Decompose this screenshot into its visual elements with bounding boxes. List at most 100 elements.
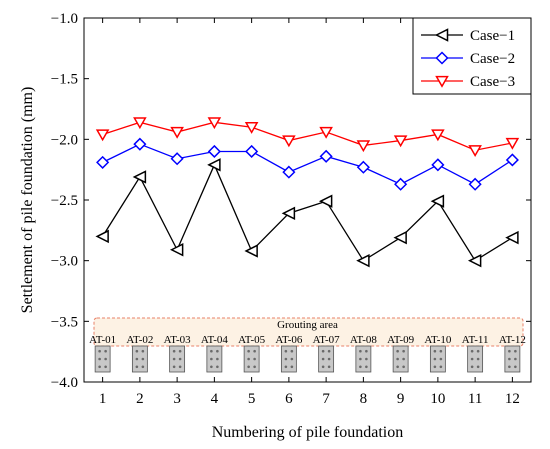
pile-label: AT-04 (201, 334, 229, 346)
x-tick-label: 10 (430, 391, 445, 407)
pile-dot (210, 357, 213, 361)
y-axis-title: Settlement of pile foundation (mm) (19, 87, 36, 314)
pile-dot (396, 365, 399, 369)
data-point (245, 144, 259, 159)
series-2 (96, 137, 519, 191)
pile-dot (365, 357, 368, 361)
pile-dot (514, 349, 517, 353)
data-point (468, 177, 482, 191)
pile-dot (141, 357, 145, 361)
pile-dot (135, 365, 139, 369)
data-point (431, 129, 445, 142)
data-point (319, 149, 333, 163)
pile-dot (470, 357, 474, 361)
pile-dot (439, 357, 443, 361)
pile-dot (439, 365, 443, 369)
pile-icon (243, 345, 260, 373)
pile-dot (476, 349, 480, 353)
data-point (356, 140, 371, 153)
y-tick-label: −1.5 (51, 72, 78, 88)
pile-dot (104, 365, 107, 369)
data-point (95, 129, 110, 142)
grouting-area (93, 317, 524, 347)
pile-dot (290, 349, 294, 353)
pile-label: AT-06 (275, 334, 303, 346)
pile-dot (216, 365, 219, 369)
pile-dot (98, 365, 101, 369)
x-tick-label: 4 (211, 391, 219, 407)
pile-icon (504, 345, 521, 373)
y-tick-label: −1.0 (51, 11, 78, 27)
pile-dot (508, 365, 511, 369)
data-point (430, 194, 445, 208)
pile-dot (135, 349, 139, 353)
data-point (244, 122, 259, 134)
pile-icon (94, 345, 111, 373)
pile-dot (514, 357, 517, 361)
pile-icon (280, 345, 297, 373)
data-point (207, 158, 221, 172)
pile-label: AT-12 (499, 334, 526, 346)
data-point (356, 160, 370, 174)
data-point (281, 206, 296, 221)
pile-dot (327, 365, 331, 369)
pile-dot (402, 349, 405, 353)
pile-dot (365, 365, 368, 369)
pile-dot (178, 365, 182, 369)
pile-dot (433, 357, 437, 361)
pile-dot (253, 357, 256, 361)
data-point (467, 253, 482, 268)
pile-dot (476, 357, 480, 361)
pile-dot (135, 357, 139, 361)
data-point (318, 194, 333, 208)
pile-label: AT-03 (164, 334, 192, 346)
pile-icon (392, 345, 409, 373)
pile-dot (98, 357, 101, 361)
pile-dot (359, 349, 362, 353)
x-tick-label: 2 (136, 391, 144, 407)
pile-dot (402, 357, 405, 361)
pile-dot (359, 357, 362, 361)
pile-dot (284, 365, 288, 369)
x-tick-label: 7 (322, 391, 330, 407)
data-point (169, 243, 184, 257)
y-tick-label: −3.5 (51, 314, 78, 330)
pile-dot (508, 349, 511, 353)
pile-dot (253, 349, 256, 353)
pile-icon (318, 345, 335, 373)
y-tick-label: −4.0 (51, 375, 78, 391)
pile-dot (247, 365, 250, 369)
data-point (170, 152, 184, 166)
series-3 (95, 117, 520, 157)
pile-dot (104, 349, 107, 353)
x-axis-title: Numbering of pile foundation (212, 424, 404, 441)
data-point (505, 153, 519, 167)
y-tick-label: −3.0 (51, 254, 78, 270)
pile-icon (429, 345, 446, 373)
pile-dot (172, 349, 176, 353)
legend-marker (435, 51, 449, 65)
pile-dot (433, 365, 437, 369)
pile-dot (359, 365, 362, 369)
pile-icon (131, 345, 148, 373)
data-point (468, 145, 482, 157)
series-1 (95, 158, 519, 268)
x-tick-label: 3 (173, 391, 181, 407)
x-tick-label: 6 (285, 391, 293, 407)
pile-dot (172, 365, 176, 369)
legend-label: Case−1 (470, 28, 515, 44)
series-line (102, 163, 513, 262)
pile-icon (206, 345, 223, 373)
pile-dot (290, 365, 294, 369)
data-point (319, 126, 333, 139)
data-point (133, 117, 147, 130)
pile-dot (141, 365, 145, 369)
pile-label: AT-10 (424, 334, 452, 346)
x-tick-label: 11 (468, 391, 482, 407)
pile-dot (210, 349, 213, 353)
pile-label: AT-02 (126, 334, 153, 346)
pile-dot (433, 349, 437, 353)
pile-dot (284, 349, 288, 353)
pile-dot (253, 365, 256, 369)
